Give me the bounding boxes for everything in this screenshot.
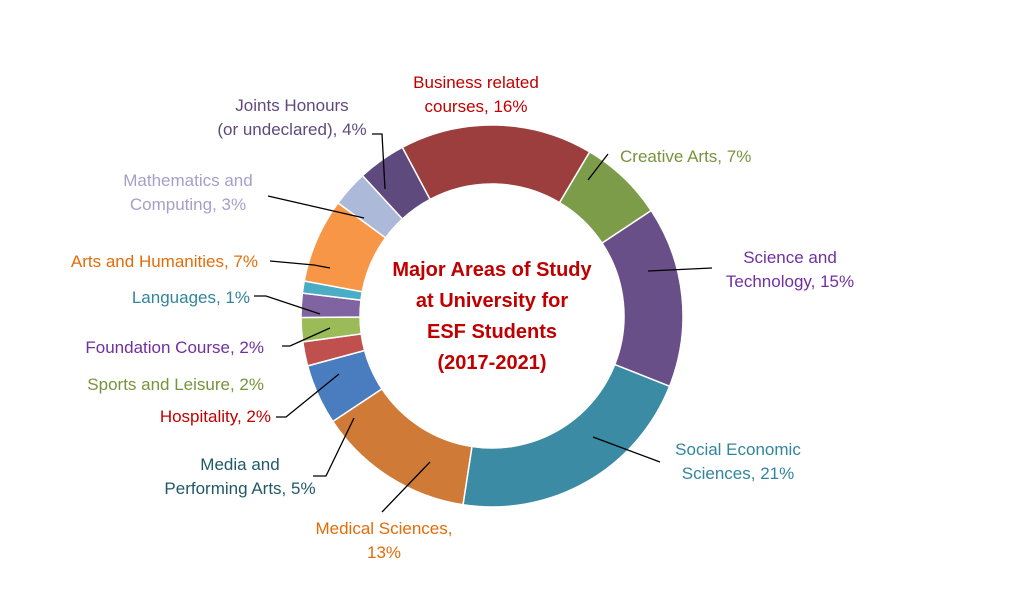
slice-label-line: (or undeclared), 4% xyxy=(217,120,366,139)
slice-label-line: Medical Sciences, xyxy=(315,519,452,538)
slice-label-line: Foundation Course, 2% xyxy=(85,338,264,357)
chart-title: Major Areas of Study at University for ESF… xyxy=(392,259,592,374)
leader-line xyxy=(381,461,431,513)
leader-line xyxy=(276,373,340,418)
slice-label-line: Media and xyxy=(200,455,279,474)
slice-label: Foundation Course, 2% xyxy=(85,338,264,357)
slice-label-line: Science and xyxy=(743,248,837,267)
slice-label: Business related courses, 16% xyxy=(413,73,539,116)
slice-label: Social Economic Sciences, 21% xyxy=(675,440,801,483)
leader-line xyxy=(647,267,713,272)
slice-label: Languages, 1% xyxy=(132,288,250,307)
leader-line xyxy=(269,260,331,269)
donut-slice xyxy=(601,209,684,388)
slice-label: Medical Sciences, 13% xyxy=(315,519,452,562)
slice-label-line: Social Economic xyxy=(675,440,801,459)
slice-label: Sports and Leisure, 2% xyxy=(87,375,264,394)
slice-label: Arts and Humanities, 7% xyxy=(71,252,258,271)
leader-line xyxy=(254,295,321,315)
slice-label-line: courses, 16% xyxy=(425,97,528,116)
slice-labels: Business related courses, 16% Creative Art… xyxy=(71,73,854,562)
slice-label-line: 13% xyxy=(367,543,401,562)
slice-label-line: Technology, 15% xyxy=(726,272,854,291)
chart-title-line: at University for xyxy=(416,290,568,312)
slice-label-line: Sciences, 21% xyxy=(682,464,794,483)
leader-lines xyxy=(254,133,713,513)
slice-label: Joints Honours (or undeclared), 4% xyxy=(217,96,366,139)
donut-slices xyxy=(300,124,684,508)
slice-label-line: Business related xyxy=(413,73,539,92)
leader-line xyxy=(592,436,661,463)
donut-slice xyxy=(401,124,591,204)
leader-line xyxy=(313,417,355,477)
leader-line xyxy=(267,195,365,219)
leader-line xyxy=(372,133,386,190)
slice-label-line: Languages, 1% xyxy=(132,288,250,307)
slice-label-line: Mathematics and xyxy=(123,171,252,190)
chart-title-line: (2017-2021) xyxy=(438,352,547,374)
slice-label-line: Joints Honours xyxy=(235,96,348,115)
slice-label-line: Arts and Humanities, 7% xyxy=(71,252,258,271)
donut-slice xyxy=(361,146,432,221)
slice-label-line: Performing Arts, 5% xyxy=(164,479,315,498)
slice-label: Media and Performing Arts, 5% xyxy=(164,455,315,498)
donut-slice xyxy=(462,363,671,508)
slice-label-line: Creative Arts, 7% xyxy=(620,147,751,166)
slice-label-line: Computing, 3% xyxy=(130,195,246,214)
leader-line xyxy=(282,327,331,347)
leader-line xyxy=(587,153,609,181)
slice-label-line: Hospitality, 2% xyxy=(160,407,271,426)
slice-label: Mathematics and Computing, 3% xyxy=(123,171,252,214)
slice-label: Science and Technology, 15% xyxy=(726,248,854,291)
chart-title-line: Major Areas of Study xyxy=(392,259,592,281)
slice-label-line: Sports and Leisure, 2% xyxy=(87,375,264,394)
chart-title-line: ESF Students xyxy=(427,321,557,343)
slice-label: Creative Arts, 7% xyxy=(620,147,751,166)
slice-label: Hospitality, 2% xyxy=(160,407,271,426)
